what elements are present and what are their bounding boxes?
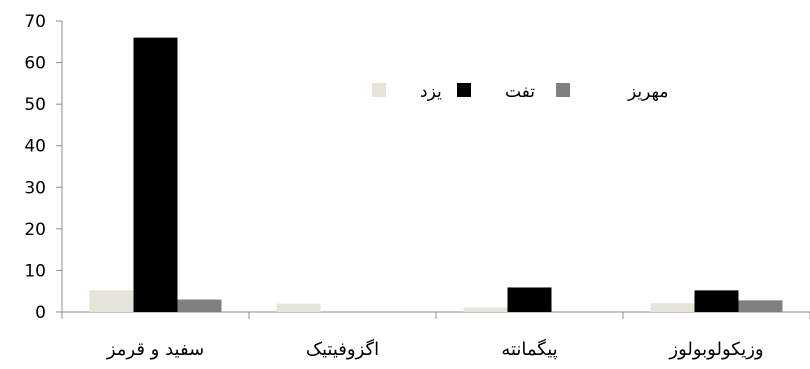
legend-swatch — [372, 83, 386, 97]
x-tick-label: وزیکولوبولوز — [668, 339, 763, 360]
y-tick-label: 30 — [24, 178, 46, 198]
y-tick-label: 10 — [24, 261, 46, 281]
legend-swatch — [556, 83, 570, 97]
y-tick-label: 50 — [24, 95, 46, 115]
bar — [463, 307, 508, 312]
y-tick-label: 70 — [24, 12, 46, 32]
x-tick-label: سفید و قرمز — [106, 339, 204, 360]
bar-series — [89, 37, 783, 312]
y-tick-label: 20 — [24, 220, 46, 240]
bar — [507, 287, 552, 312]
legend-label: تفت — [505, 82, 535, 102]
chart-legend: یزد تفت مهریز — [372, 82, 668, 102]
bar — [276, 303, 321, 312]
x-tick-label: اگزوفیتیک — [306, 338, 379, 360]
bar — [89, 290, 134, 312]
y-tick-label: 60 — [24, 54, 46, 74]
bar — [738, 300, 783, 312]
legend-label: یزد — [420, 82, 442, 102]
x-axis-ticks: سفید و قرمز اگزوفیتیک پیگمانته وزیکولوبولوز — [61, 312, 810, 360]
y-tick-label: 40 — [24, 137, 46, 157]
bar — [650, 303, 695, 312]
y-axis-ticks: 0 10 20 30 40 50 60 70 — [24, 12, 62, 323]
y-tick-label: 0 — [35, 303, 46, 323]
legend-swatch — [457, 83, 471, 97]
bar — [694, 290, 739, 312]
x-tick-label: پیگمانته — [501, 338, 557, 360]
legend-label: مهریز — [627, 82, 668, 102]
bar — [177, 299, 222, 312]
bar — [133, 37, 178, 312]
